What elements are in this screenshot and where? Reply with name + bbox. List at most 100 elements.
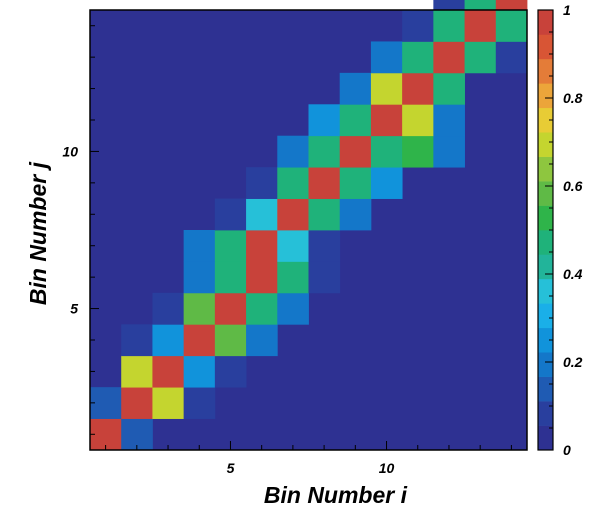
heatmap-cell-9-11: [339, 104, 372, 137]
colorbar-segment: [538, 230, 553, 255]
heatmap-cell-7-8: [277, 198, 309, 231]
heatmap-cell-12-11: [433, 104, 465, 137]
heatmap-cell-3-5: [152, 292, 185, 325]
heatmap-cell-7-6: [277, 261, 309, 294]
heatmap-cell-11-14: [402, 10, 434, 42]
heatmap-cell-12-10: [433, 135, 465, 168]
heatmap-cell-4-6: [183, 261, 216, 294]
heatmap-cell-7-7: [277, 230, 309, 262]
heatmap-cell-6-8: [246, 198, 278, 231]
colorbar-segment: [538, 205, 553, 231]
heatmap-cell-8-8: [308, 198, 341, 231]
y-tick-label: 10: [62, 143, 78, 159]
y-axis-ticks: [90, 25, 99, 435]
heatmap-cell-11-12: [402, 72, 434, 105]
y-tick-labels: 5 10: [62, 143, 78, 316]
colorbar-tick-label: 0: [563, 442, 571, 458]
colorbar-segment: [538, 132, 553, 157]
heatmap-cell-6-6: [246, 261, 278, 294]
colorbar-segment: [538, 83, 553, 109]
heatmap-cells: [90, 0, 528, 451]
heatmap-cell-5-8: [214, 198, 247, 231]
colorbar-segment: [538, 58, 553, 84]
heatmap-cell-14-15: [495, 0, 528, 11]
y-tick-label: 5: [70, 301, 78, 317]
x-axis-title: Bin Number i: [264, 482, 408, 508]
colorbar-segment: [538, 303, 553, 329]
colorbar-segment: [538, 10, 553, 35]
x-tick-label: 5: [227, 460, 235, 476]
heatmap-cell-8-7: [308, 230, 341, 262]
x-axis-ticks: [105, 441, 512, 450]
colorbar-segment: [538, 352, 553, 377]
heatmap-cell-6-4: [246, 324, 278, 357]
heatmap-cell-8-10: [308, 135, 341, 168]
heatmap-cell-9-9: [339, 167, 372, 199]
colorbar-segment: [538, 34, 553, 60]
heatmap-cell-10-13: [370, 41, 403, 74]
heatmap-cell-2-2: [121, 387, 153, 419]
heatmap-cell-7-10: [277, 135, 309, 168]
colorbar-segment: [538, 107, 553, 133]
heatmap-cell-11-10: [402, 135, 434, 168]
colorbar-segment: [538, 425, 553, 451]
heatmap-cell-5-3: [214, 355, 247, 388]
heatmap-cell-3-2: [152, 387, 185, 419]
x-tick-labels: 5 10: [227, 460, 395, 476]
colorbar: [538, 10, 553, 451]
heatmap-cell-4-3: [183, 355, 216, 388]
heatmap-cell-11-13: [402, 41, 434, 74]
colorbar-tick-label: 1: [563, 2, 571, 18]
colorbar-tick-label: 0.2: [563, 354, 583, 370]
heatmap-cell-10-9: [370, 167, 403, 199]
heatmap-cell-4-4: [183, 324, 216, 357]
heatmap-cell-8-9: [308, 167, 341, 199]
heatmap-cell-6-5: [246, 292, 278, 325]
heatmap-cell-10-10: [370, 135, 403, 168]
heatmap-cell-5-4: [214, 324, 247, 357]
heatmap-cell-8-6: [308, 261, 341, 294]
colorbar-segment: [538, 254, 553, 280]
heatmap-cell-10-12: [370, 72, 403, 105]
colorbar-tick-label: 0.8: [563, 90, 583, 106]
heatmap-cell-11-11: [402, 104, 434, 137]
heatmap-cell-14-13: [495, 41, 528, 74]
heatmap-cell-13-15: [464, 0, 497, 11]
x-tick-label: 10: [379, 460, 395, 476]
heatmap-cell-3-4: [152, 324, 185, 357]
plot-frame: [89, 9, 528, 451]
heatmap-cell-5-5: [214, 292, 247, 325]
colorbar-ticks: [545, 9, 553, 451]
heatmap-cell-13-13: [464, 41, 497, 74]
heatmap-cell-10-11: [370, 104, 403, 137]
colorbar-segment: [538, 401, 553, 426]
heatmap-cell-2-4: [121, 324, 153, 357]
heatmap-cell-7-9: [277, 167, 309, 199]
heatmap-cell-12-12: [433, 72, 465, 105]
heatmap-cell-4-2: [183, 387, 216, 419]
heatmap-cell-12-14: [433, 10, 465, 42]
heatmap-cell-2-3: [121, 355, 153, 388]
colorbar-segment: [538, 181, 553, 206]
colorbar-segment: [538, 156, 553, 182]
colorbar-segment: [538, 278, 553, 304]
heatmap-cell-4-7: [183, 230, 216, 262]
heatmap-cell-12-13: [433, 41, 465, 74]
colorbar-tick-label: 0.6: [563, 178, 583, 194]
heatmap-cell-12-15: [433, 0, 465, 11]
heatmap-cell-9-8: [339, 198, 372, 231]
colorbar-tick-label: 0.4: [563, 266, 583, 282]
y-axis-title: Bin Number j: [25, 161, 51, 305]
heatmap-cell-13-14: [464, 10, 497, 42]
heatmap-cell-9-10: [339, 135, 372, 168]
heatmap-cell-5-6: [214, 261, 247, 294]
colorbar-segment: [538, 376, 553, 402]
heatmap-cell-9-12: [339, 72, 372, 105]
heatmap-cell-14-14: [495, 10, 528, 42]
heatmap-cell-3-3: [152, 355, 185, 388]
colorbar-tick-labels: 0 0.2 0.4 0.6 0.8 1: [563, 2, 583, 458]
heatmap-cell-1-2: [90, 387, 122, 419]
heatmap-cell-6-9: [246, 167, 278, 199]
heatmap-cell-4-5: [183, 292, 216, 325]
heatmap-cell-7-5: [277, 292, 309, 325]
